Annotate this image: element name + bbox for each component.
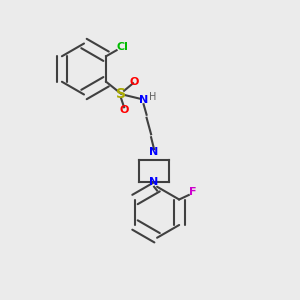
Text: N: N — [149, 177, 159, 187]
Text: N: N — [139, 95, 148, 105]
Text: S: S — [116, 87, 126, 101]
Text: F: F — [189, 187, 196, 197]
Text: O: O — [130, 77, 139, 87]
Text: H: H — [149, 92, 156, 102]
Text: Cl: Cl — [117, 42, 128, 52]
Text: O: O — [119, 105, 129, 115]
Text: N: N — [149, 147, 159, 157]
